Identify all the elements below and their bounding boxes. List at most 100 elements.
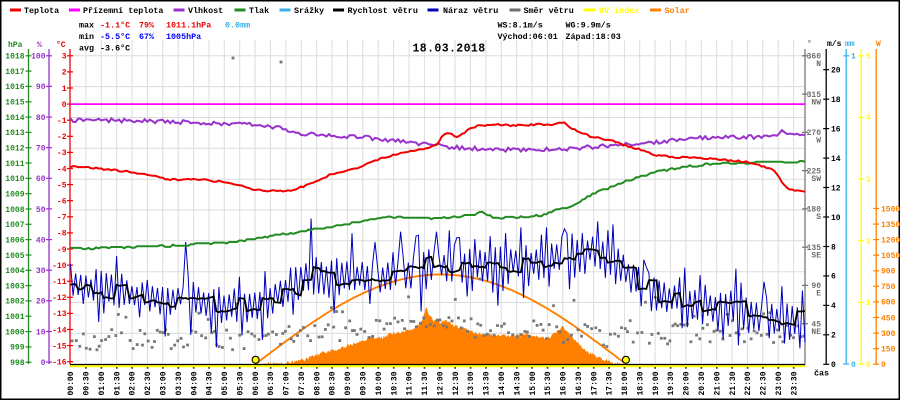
svg-text:19:00: 19:00 <box>652 371 661 395</box>
svg-text:1050: 1050 <box>881 252 900 261</box>
svg-text:08:30: 08:30 <box>329 371 338 395</box>
svg-text:1009: 1009 <box>5 190 24 199</box>
svg-text:Rychlost větru: Rychlost větru <box>348 6 418 16</box>
svg-text:08:00: 08:00 <box>313 371 322 395</box>
svg-text:20: 20 <box>36 298 46 307</box>
svg-text:Náraz větru: Náraz větru <box>443 6 498 16</box>
svg-text:19:30: 19:30 <box>667 371 676 395</box>
svg-text:0: 0 <box>41 359 46 368</box>
svg-text:1: 1 <box>866 299 871 308</box>
svg-text:11:30: 11:30 <box>421 371 430 395</box>
svg-text:E: E <box>816 290 821 299</box>
svg-text:135: 135 <box>807 244 822 253</box>
svg-text:18: 18 <box>831 96 841 105</box>
svg-text:čas: čas <box>814 369 829 379</box>
svg-text:100: 100 <box>31 53 46 62</box>
svg-text:-2: -2 <box>57 133 67 142</box>
svg-text:UV index: UV index <box>599 6 639 16</box>
svg-text:-9: -9 <box>57 246 67 255</box>
svg-text:70: 70 <box>36 144 46 153</box>
svg-text:1001: 1001 <box>5 313 24 322</box>
svg-text:Solar: Solar <box>665 6 690 16</box>
svg-text:1002: 1002 <box>5 298 24 307</box>
svg-text:10: 10 <box>36 328 46 337</box>
svg-text:10:30: 10:30 <box>390 371 399 395</box>
svg-text:S: S <box>816 213 821 222</box>
svg-text:2: 2 <box>62 69 67 78</box>
svg-text:-1: -1 <box>57 117 67 126</box>
svg-text:0.0mm: 0.0mm <box>225 21 250 31</box>
svg-text:Západ:18:03: Západ:18:03 <box>566 32 621 42</box>
svg-text:23:30: 23:30 <box>790 371 799 395</box>
svg-text:12:00: 12:00 <box>436 371 445 395</box>
svg-text:04:00: 04:00 <box>190 371 199 395</box>
svg-text:1011: 1011 <box>5 160 24 169</box>
svg-text:-10: -10 <box>52 262 67 271</box>
svg-text:1004: 1004 <box>5 267 24 276</box>
svg-text:WG:9.9m/s: WG:9.9m/s <box>566 21 611 31</box>
svg-text:50: 50 <box>36 206 46 215</box>
svg-text:18:30: 18:30 <box>636 371 645 395</box>
svg-text:-6: -6 <box>57 198 67 207</box>
svg-text:45: 45 <box>811 321 821 330</box>
svg-text:225: 225 <box>807 167 822 176</box>
svg-text:1015: 1015 <box>5 99 24 108</box>
svg-text:22:00: 22:00 <box>744 371 753 395</box>
svg-text:1: 1 <box>62 85 67 94</box>
svg-text:2: 2 <box>831 332 836 341</box>
svg-text:999: 999 <box>10 344 25 353</box>
svg-text:4: 4 <box>831 302 836 311</box>
svg-text:18:00: 18:00 <box>621 371 630 395</box>
svg-text:Směr větru: Směr větru <box>524 6 574 16</box>
svg-text:Teplota: Teplota <box>24 6 59 16</box>
svg-text:04:30: 04:30 <box>206 371 215 395</box>
svg-text:Tlak: Tlak <box>249 6 269 16</box>
svg-text:1010: 1010 <box>5 175 24 184</box>
svg-text:3: 3 <box>866 176 871 185</box>
svg-text:-7: -7 <box>57 214 67 223</box>
svg-text:1007: 1007 <box>5 221 24 230</box>
svg-text:SE: SE <box>811 251 821 260</box>
svg-text:0: 0 <box>831 361 836 370</box>
svg-text:02:00: 02:00 <box>129 371 138 395</box>
svg-text:13:00: 13:00 <box>467 371 476 395</box>
svg-text:1500: 1500 <box>881 205 900 214</box>
svg-text:20: 20 <box>831 67 841 76</box>
svg-text:WS:8.1m/s: WS:8.1m/s <box>498 21 543 31</box>
svg-text:1016: 1016 <box>5 83 24 92</box>
svg-text:max: max <box>79 21 94 31</box>
svg-text:m/s: m/s <box>827 40 842 49</box>
svg-text:NE: NE <box>811 328 821 337</box>
svg-text:-13: -13 <box>52 310 67 319</box>
svg-text:-11: -11 <box>52 278 67 287</box>
svg-text:15:30: 15:30 <box>544 371 553 395</box>
svg-text:1012: 1012 <box>5 145 24 154</box>
svg-text:5: 5 <box>866 53 871 62</box>
svg-text:avg: avg <box>79 44 94 54</box>
svg-text:05:30: 05:30 <box>236 371 245 395</box>
svg-text:998: 998 <box>10 359 25 368</box>
svg-text:NW: NW <box>811 98 821 107</box>
svg-text:01:30: 01:30 <box>113 371 122 395</box>
svg-text:15:00: 15:00 <box>529 371 538 395</box>
svg-text:10: 10 <box>831 214 841 223</box>
svg-text:315: 315 <box>807 91 822 100</box>
svg-text:07:00: 07:00 <box>283 371 292 395</box>
svg-text:1005: 1005 <box>5 252 24 261</box>
svg-text:SW: SW <box>811 175 821 184</box>
svg-text:12:30: 12:30 <box>452 371 461 395</box>
svg-text:270: 270 <box>807 129 822 138</box>
svg-text:1017: 1017 <box>5 68 24 77</box>
svg-text:00:30: 00:30 <box>83 371 92 395</box>
svg-text:90: 90 <box>811 282 821 291</box>
svg-text:1008: 1008 <box>5 206 24 215</box>
svg-text:03:30: 03:30 <box>175 371 184 395</box>
svg-text:06:30: 06:30 <box>267 371 276 395</box>
svg-text:-4: -4 <box>57 165 67 174</box>
svg-text:1006: 1006 <box>5 236 24 245</box>
svg-text:17:00: 17:00 <box>590 371 599 395</box>
svg-text:450: 450 <box>881 314 896 323</box>
svg-text:-15: -15 <box>52 342 67 351</box>
svg-text:W: W <box>816 137 821 146</box>
svg-text:60: 60 <box>36 175 46 184</box>
